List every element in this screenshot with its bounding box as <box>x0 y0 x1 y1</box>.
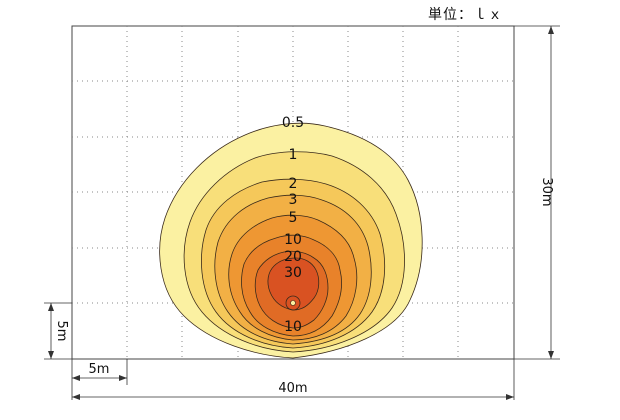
dimension-grid-x-label: 5m <box>89 362 110 377</box>
dimension-grid-y: 5m <box>44 302 72 360</box>
contour-label-bottom: 10 <box>284 319 302 335</box>
contour-label-6: 20 <box>284 249 302 265</box>
dimension-grid-y-label: 5m <box>54 321 69 342</box>
dimension-width-label: 40m <box>278 381 307 396</box>
unit-label: 単位：ｌｘ <box>428 7 503 23</box>
contour-band-7 <box>267 257 320 311</box>
dimension-grid-x: 5m <box>71 359 128 400</box>
contour-label-2: 2 <box>289 176 298 192</box>
contour-bands <box>159 122 423 359</box>
contour-label-3: 3 <box>289 192 298 208</box>
contour-label-1: 1 <box>289 147 298 163</box>
dimension-height: 30m <box>514 25 560 360</box>
dimension-width: 40m <box>72 359 515 400</box>
contour-label-4: 5 <box>289 210 298 226</box>
contour-label-7: 30 <box>284 265 302 281</box>
dimension-height-label: 30m <box>539 177 554 206</box>
contour-label-5: 10 <box>284 232 302 248</box>
contour-label-0: 0.5 <box>282 115 304 131</box>
luminaire-center <box>290 300 296 306</box>
contour-labels: 0.5 1 2 3 5 10 20 30 10 <box>282 115 304 335</box>
luminaire-marker <box>285 295 301 311</box>
